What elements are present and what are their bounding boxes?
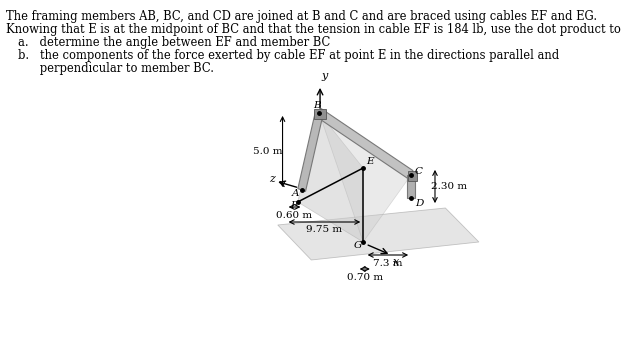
Text: 0.70 m: 0.70 m [347,273,383,282]
Text: y: y [322,71,328,81]
Polygon shape [298,113,363,242]
Polygon shape [314,109,326,119]
Text: 0.60 m: 0.60 m [276,210,312,219]
Text: 7.3 m: 7.3 m [373,258,403,268]
Text: G: G [354,240,362,249]
Text: perpendicular to member BC.: perpendicular to member BC. [18,62,213,75]
Text: 5.0 m: 5.0 m [253,147,283,156]
Text: Knowing that E is at the midpoint of BC and that the tension in cable EF is 184 : Knowing that E is at the midpoint of BC … [6,23,620,36]
Text: E: E [366,156,374,165]
Polygon shape [408,171,417,181]
Text: A: A [291,189,299,198]
Text: B: B [313,101,321,109]
Text: D: D [415,198,424,207]
Text: F: F [291,202,298,210]
Polygon shape [319,113,411,242]
Text: x: x [392,257,399,267]
Text: The framing members AB, BC, and CD are joined at B and C and are braced using ca: The framing members AB, BC, and CD are j… [6,10,597,23]
Text: C: C [415,167,423,176]
Text: 2.30 m: 2.30 m [431,182,467,191]
Polygon shape [318,109,413,180]
Text: 9.75 m: 9.75 m [306,226,342,235]
Polygon shape [407,175,415,198]
Polygon shape [277,208,479,260]
Text: z: z [269,174,275,184]
Text: b.   the components of the force exerted by cable EF at point E in the direction: b. the components of the force exerted b… [18,49,559,62]
Polygon shape [298,111,323,191]
Text: a.   determine the angle between EF and member BC: a. determine the angle between EF and me… [18,36,330,49]
